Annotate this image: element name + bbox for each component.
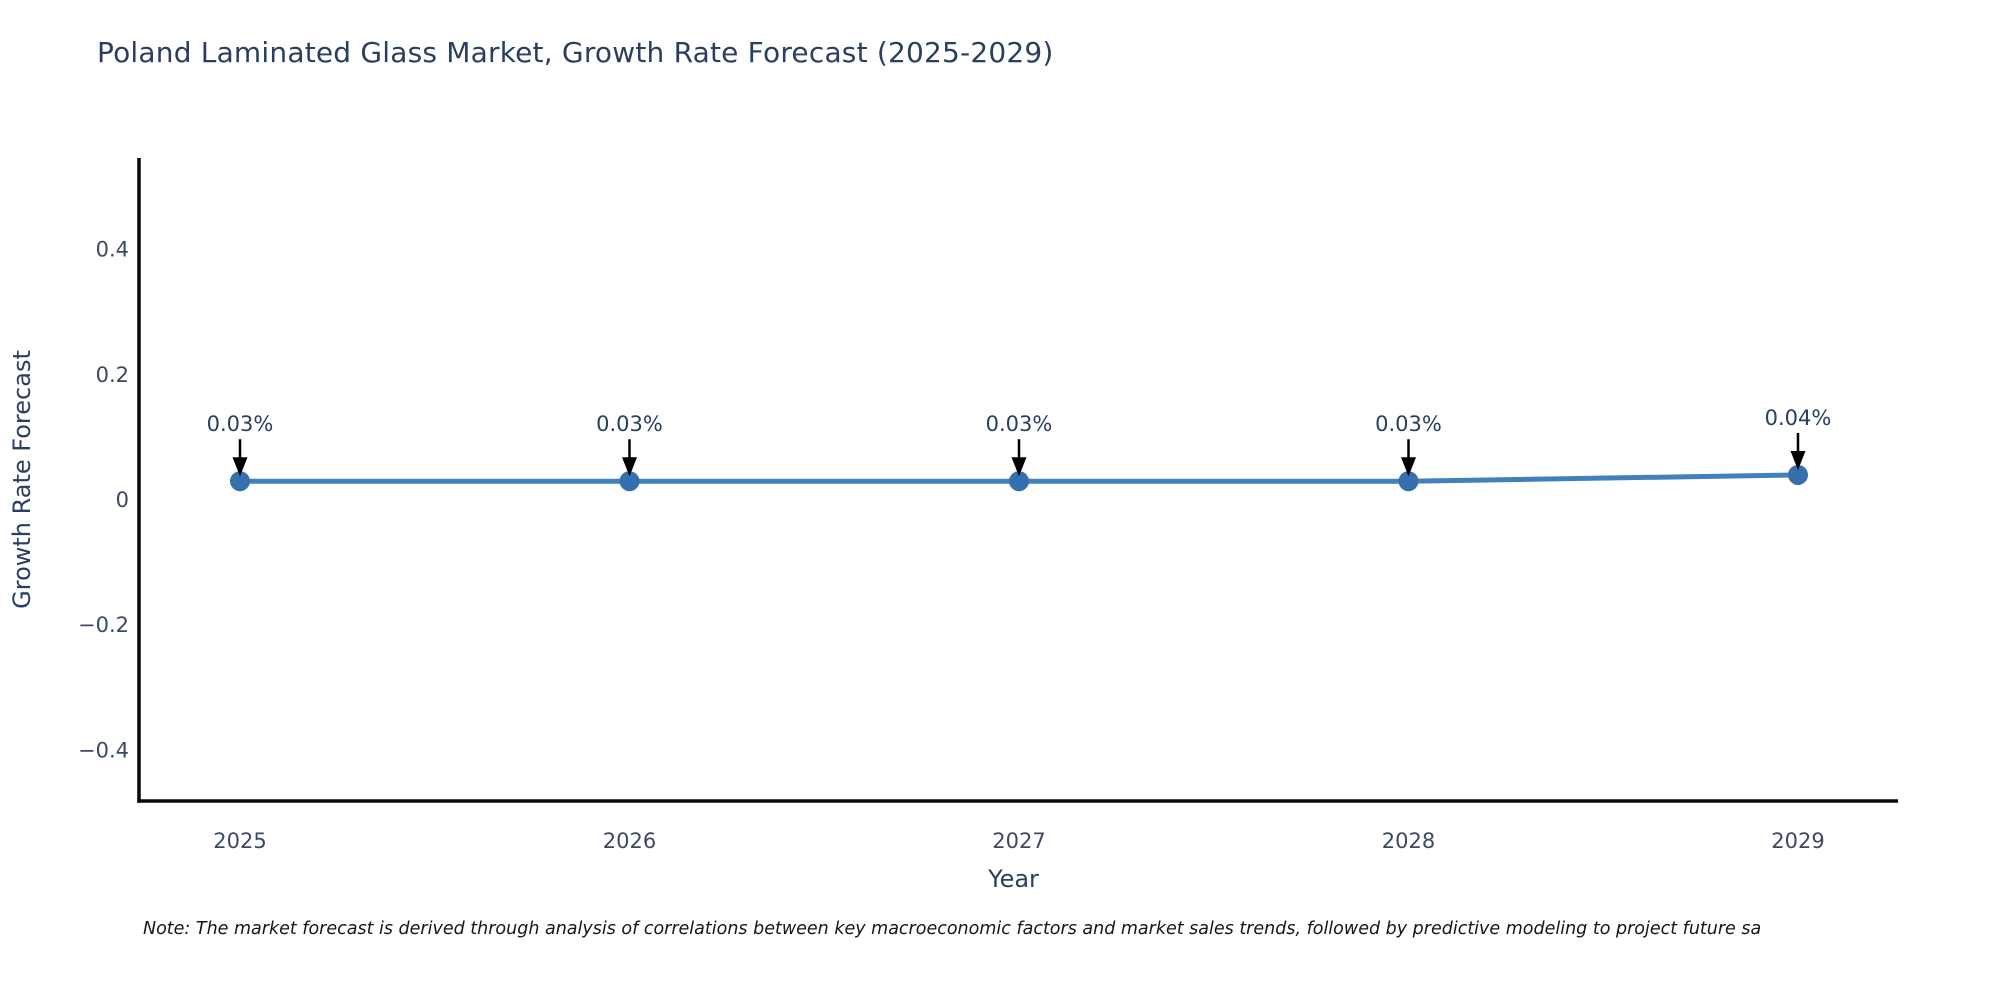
y-tick-label: 0.2 xyxy=(96,363,129,387)
y-tick-label: −0.2 xyxy=(78,613,129,637)
data-point-marker xyxy=(1398,471,1419,492)
data-point-marker xyxy=(1009,471,1029,492)
data-point-marker xyxy=(1788,464,1808,485)
x-tick-label: 2027 xyxy=(992,829,1045,853)
y-tick-label: 0.4 xyxy=(96,238,129,262)
annotation-arrowhead xyxy=(622,457,637,477)
annotation-arrowhead xyxy=(1401,457,1416,477)
annotation-arrowhead xyxy=(1011,457,1027,477)
footnote: Note: The market forecast is derived thr… xyxy=(143,919,1762,939)
point-value-label: 0.03% xyxy=(207,412,274,436)
x-tick-label: 2029 xyxy=(1771,829,1824,853)
data-point-marker xyxy=(619,471,640,492)
annotation-arrowhead xyxy=(1790,450,1806,470)
point-value-label: 0.04% xyxy=(1765,406,1832,430)
point-value-label: 0.03% xyxy=(596,412,663,436)
chart-title: Poland Laminated Glass Market, Growth Ra… xyxy=(97,36,1054,69)
x-tick-label: 2028 xyxy=(1382,829,1435,853)
x-tick-label: 2025 xyxy=(213,829,266,853)
y-tick-label: 0 xyxy=(116,488,129,512)
x-axis-title: Year xyxy=(987,865,1039,893)
data-point-marker xyxy=(230,471,250,492)
y-axis-title: Growth Rate Forecast xyxy=(8,350,36,609)
x-tick-label: 2026 xyxy=(603,829,656,853)
y-tick-label: −0.4 xyxy=(78,738,129,762)
point-value-label: 0.03% xyxy=(986,412,1053,436)
annotation-arrowhead xyxy=(232,457,248,477)
point-value-label: 0.03% xyxy=(1375,412,1442,436)
